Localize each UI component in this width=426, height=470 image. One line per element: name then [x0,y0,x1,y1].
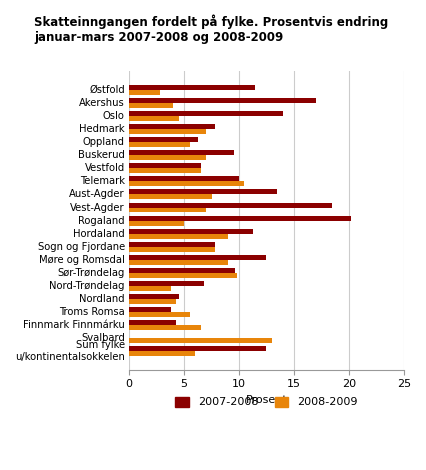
Bar [129,273,237,278]
Bar [129,111,283,116]
Bar [129,268,235,273]
Bar [129,325,201,330]
Bar [129,234,228,239]
Legend: 2007-2008, 2008-2009: 2007-2008, 2008-2009 [171,392,362,412]
Bar [129,229,253,234]
Bar [129,208,206,212]
Bar [129,338,272,343]
Bar [129,260,228,265]
Bar [129,164,201,168]
Bar [129,168,201,173]
Bar [129,142,190,147]
Bar [129,116,178,121]
Bar [129,220,184,226]
Bar [129,346,267,351]
Bar [129,189,277,195]
Bar [129,98,316,103]
Bar [129,129,206,134]
Bar [129,294,178,299]
Bar [129,203,332,208]
Bar [129,103,173,108]
Bar [129,281,204,286]
Bar [129,307,171,312]
Text: Skatteinngangen fordelt på fylke. Prosentvis endring
januar-mars 2007-2008 og 20: Skatteinngangen fordelt på fylke. Prosen… [34,14,389,44]
Bar [129,85,256,90]
Bar [129,351,195,356]
Bar [129,255,267,260]
Bar [129,90,160,95]
Bar [129,150,233,155]
Bar [129,195,212,199]
Bar [129,312,190,317]
Bar [129,155,206,160]
Bar [129,320,176,325]
Bar [129,124,215,129]
Bar [129,216,351,220]
Bar [129,137,199,142]
Bar [129,242,215,247]
X-axis label: Prosent: Prosent [246,395,288,405]
Bar [129,181,245,186]
Bar [129,286,171,291]
Bar [129,176,239,181]
Bar [129,247,215,251]
Bar [129,299,176,304]
